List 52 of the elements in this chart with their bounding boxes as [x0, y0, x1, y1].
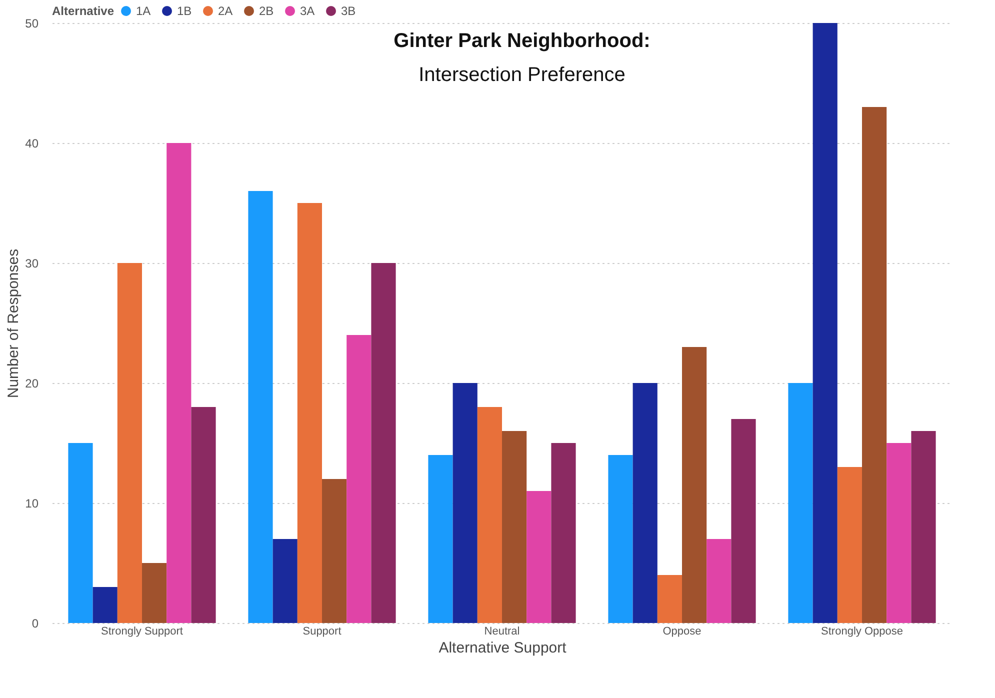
bar [886, 443, 912, 623]
bar [297, 203, 322, 623]
bar [477, 407, 502, 623]
bar [68, 443, 93, 623]
bar [632, 383, 658, 623]
y-tick-label: 30 [25, 256, 39, 270]
x-tick-label: Neutral [484, 626, 520, 638]
bar [322, 479, 347, 623]
legend-label: 3A [300, 4, 315, 18]
bar [911, 431, 936, 623]
y-axis-title: Number of Responses [5, 248, 22, 398]
y-tick-label: 20 [25, 376, 39, 390]
bar [657, 575, 682, 623]
x-tick-label: Strongly Support [101, 626, 183, 638]
bar [731, 419, 756, 623]
x-tick-label: Oppose [662, 626, 702, 638]
bar [706, 539, 732, 623]
bar [166, 143, 192, 623]
legend-label: 1B [177, 4, 192, 18]
bar [551, 443, 576, 623]
x-tick-label: Strongly Oppose [821, 626, 903, 638]
bar [502, 431, 527, 623]
legend-label: 2A [218, 4, 233, 18]
y-tick-label: 10 [25, 496, 39, 510]
bar [837, 467, 862, 623]
bar [526, 491, 552, 623]
bar [608, 455, 633, 623]
bar [812, 23, 838, 623]
y-tick-label: 40 [25, 136, 39, 150]
bar [142, 563, 167, 623]
y-tick-label: 50 [25, 16, 39, 30]
legend-label: 1A [136, 4, 151, 18]
legend-label: 3B [341, 4, 356, 18]
bar [92, 587, 118, 623]
x-tick-label: Support [302, 626, 342, 638]
bar [452, 383, 478, 623]
bar [788, 383, 813, 623]
text: Intersection Preference [418, 64, 626, 86]
legend-title: Alternative [52, 4, 114, 18]
bar [248, 191, 273, 623]
bar [371, 263, 396, 623]
bar [272, 539, 298, 623]
y-tick-label: 0 [32, 616, 39, 630]
legend-label: 2B [259, 4, 274, 18]
chart-title: Ginter Park Neighborhood: [394, 30, 650, 52]
bar [862, 107, 887, 623]
x-axis-title: Alternative Support [438, 640, 568, 656]
bar [191, 407, 216, 623]
bar [428, 455, 453, 623]
bar [346, 335, 372, 623]
bar [682, 347, 707, 623]
bar [117, 263, 142, 623]
